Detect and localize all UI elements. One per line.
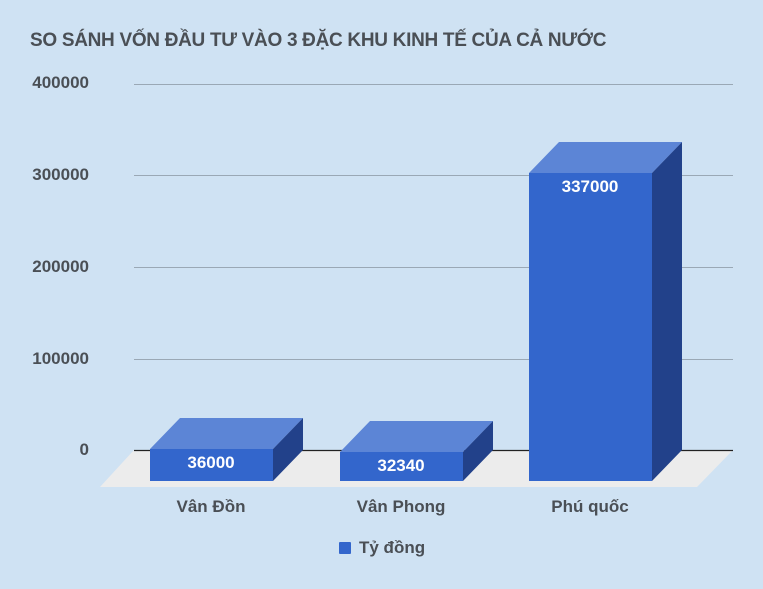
bar-van-don[interactable] bbox=[150, 418, 303, 481]
legend-swatch-icon bbox=[339, 542, 351, 554]
y-tick-0: 0 bbox=[79, 440, 89, 459]
data-label-phu-quoc: 337000 bbox=[562, 177, 619, 196]
legend[interactable]: Tỷ đồng bbox=[339, 538, 425, 558]
x-label-van-phong: Vân Phong bbox=[356, 497, 446, 516]
x-label-van-don: Vân Đồn bbox=[176, 497, 246, 516]
y-tick-100000: 100000 bbox=[32, 349, 89, 368]
legend-label: Tỷ đồng bbox=[359, 538, 426, 557]
x-label-phu-quoc: Phú quốc bbox=[551, 497, 629, 516]
data-label-van-phong: 32340 bbox=[377, 456, 424, 475]
y-tick-400000: 400000 bbox=[32, 73, 89, 92]
chart-title: SO SÁNH VỐN ĐẦU TƯ VÀO 3 ĐẶC KHU KINH TẾ… bbox=[30, 30, 607, 51]
data-label-van-don: 36000 bbox=[187, 453, 234, 472]
y-tick-200000: 200000 bbox=[32, 257, 89, 276]
bar-phu-quoc[interactable] bbox=[529, 142, 682, 481]
y-tick-300000: 300000 bbox=[32, 165, 89, 184]
bar-van-phong[interactable] bbox=[340, 421, 493, 481]
